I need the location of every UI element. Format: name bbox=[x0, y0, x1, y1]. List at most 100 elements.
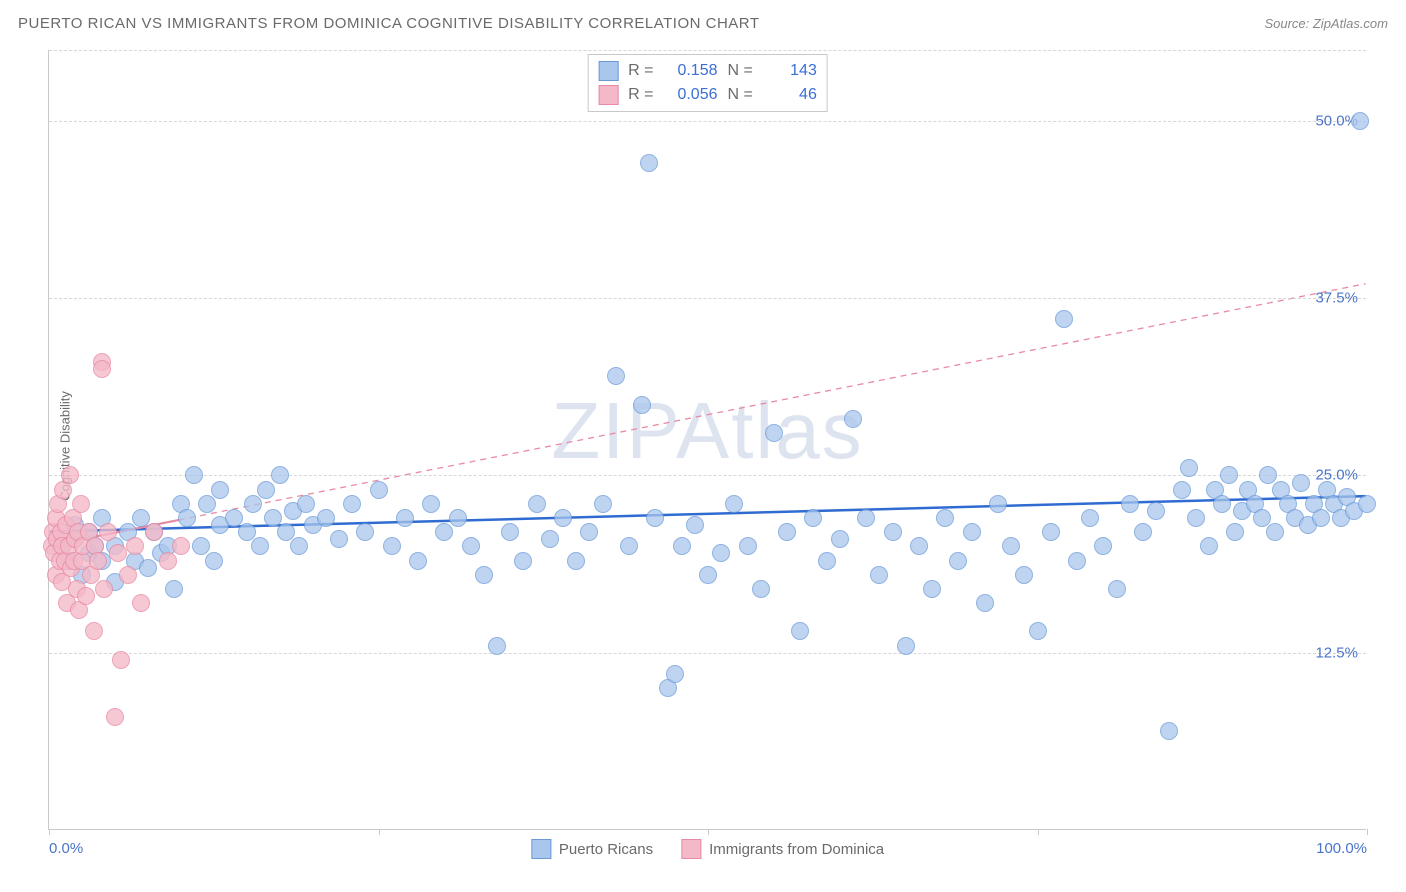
scatter-point bbox=[211, 481, 229, 499]
scatter-point bbox=[791, 622, 809, 640]
scatter-point bbox=[884, 523, 902, 541]
scatter-point bbox=[85, 622, 103, 640]
scatter-point bbox=[666, 665, 684, 683]
stat-r-value-2: 0.056 bbox=[664, 83, 718, 107]
gridline-horizontal bbox=[49, 475, 1366, 476]
stat-r-label-1: R = bbox=[628, 59, 653, 83]
scatter-point bbox=[95, 580, 113, 598]
scatter-point bbox=[409, 552, 427, 570]
scatter-point bbox=[271, 466, 289, 484]
scatter-point bbox=[831, 530, 849, 548]
scatter-point bbox=[277, 523, 295, 541]
scatter-point bbox=[126, 537, 144, 555]
scatter-point bbox=[725, 495, 743, 513]
scatter-point bbox=[1147, 502, 1165, 520]
scatter-point bbox=[1042, 523, 1060, 541]
legend-item-series1: Puerto Ricans bbox=[531, 839, 653, 859]
scatter-point bbox=[541, 530, 559, 548]
scatter-point bbox=[383, 537, 401, 555]
scatter-point bbox=[290, 537, 308, 555]
scatter-point bbox=[192, 537, 210, 555]
xtick bbox=[1038, 829, 1039, 835]
scatter-point bbox=[317, 509, 335, 527]
xtick-label: 100.0% bbox=[1316, 840, 1367, 857]
stats-box: R = 0.158 N = 143 R = 0.056 N = 46 bbox=[587, 54, 828, 112]
ytick-label: 37.5% bbox=[1315, 290, 1358, 307]
scatter-point bbox=[172, 537, 190, 555]
swatch-series2 bbox=[598, 85, 618, 105]
scatter-point bbox=[580, 523, 598, 541]
stat-n-value-2: 46 bbox=[763, 83, 817, 107]
swatch-series1 bbox=[598, 61, 618, 81]
scatter-point bbox=[765, 424, 783, 442]
scatter-point bbox=[1292, 474, 1310, 492]
scatter-point bbox=[297, 495, 315, 513]
scatter-point bbox=[488, 637, 506, 655]
scatter-point bbox=[712, 544, 730, 562]
scatter-point bbox=[646, 509, 664, 527]
scatter-point bbox=[106, 708, 124, 726]
scatter-point bbox=[159, 552, 177, 570]
scatter-point bbox=[132, 594, 150, 612]
legend-item-series2: Immigrants from Dominica bbox=[681, 839, 884, 859]
scatter-point bbox=[251, 537, 269, 555]
gridline-horizontal bbox=[49, 121, 1366, 122]
scatter-point bbox=[1121, 495, 1139, 513]
xtick bbox=[1367, 829, 1368, 835]
chart-title: PUERTO RICAN VS IMMIGRANTS FROM DOMINICA… bbox=[18, 15, 760, 32]
scatter-point bbox=[1187, 509, 1205, 527]
scatter-point bbox=[910, 537, 928, 555]
trendlines-layer bbox=[49, 50, 1366, 829]
scatter-point bbox=[1180, 459, 1198, 477]
scatter-point bbox=[554, 509, 572, 527]
legend: Puerto Ricans Immigrants from Dominica bbox=[531, 839, 884, 859]
stats-row-series2: R = 0.056 N = 46 bbox=[598, 83, 817, 107]
scatter-point bbox=[673, 537, 691, 555]
scatter-point bbox=[949, 552, 967, 570]
xtick bbox=[379, 829, 380, 835]
legend-swatch-series1 bbox=[531, 839, 551, 859]
ytick-label: 12.5% bbox=[1315, 644, 1358, 661]
scatter-point bbox=[686, 516, 704, 534]
scatter-point bbox=[205, 552, 223, 570]
scatter-point bbox=[1081, 509, 1099, 527]
source-prefix: Source: bbox=[1264, 16, 1312, 31]
scatter-point bbox=[1259, 466, 1277, 484]
gridline-horizontal bbox=[49, 50, 1366, 51]
scatter-point bbox=[99, 523, 117, 541]
scatter-point bbox=[238, 523, 256, 541]
stat-n-value-1: 143 bbox=[763, 59, 817, 83]
scatter-point bbox=[356, 523, 374, 541]
scatter-point bbox=[1108, 580, 1126, 598]
scatter-point bbox=[1358, 495, 1376, 513]
scatter-point bbox=[77, 587, 95, 605]
scatter-point bbox=[1134, 523, 1152, 541]
scatter-plot: ZIPAtlas R = 0.158 N = 143 R = 0.056 N =… bbox=[48, 50, 1366, 830]
scatter-point bbox=[778, 523, 796, 541]
scatter-point bbox=[330, 530, 348, 548]
scatter-point bbox=[1266, 523, 1284, 541]
scatter-point bbox=[1015, 566, 1033, 584]
scatter-point bbox=[1068, 552, 1086, 570]
scatter-point bbox=[1160, 722, 1178, 740]
scatter-point bbox=[1002, 537, 1020, 555]
scatter-point bbox=[976, 594, 994, 612]
xtick bbox=[708, 829, 709, 835]
scatter-point bbox=[370, 481, 388, 499]
legend-label-series2: Immigrants from Dominica bbox=[709, 841, 884, 858]
scatter-point bbox=[185, 466, 203, 484]
scatter-point bbox=[699, 566, 717, 584]
chart-source: Source: ZipAtlas.com bbox=[1264, 16, 1388, 31]
scatter-point bbox=[567, 552, 585, 570]
scatter-point bbox=[1029, 622, 1047, 640]
scatter-point bbox=[1253, 509, 1271, 527]
scatter-point bbox=[396, 509, 414, 527]
scatter-point bbox=[72, 495, 90, 513]
scatter-point bbox=[449, 509, 467, 527]
scatter-point bbox=[264, 509, 282, 527]
scatter-point bbox=[119, 566, 137, 584]
scatter-point bbox=[514, 552, 532, 570]
legend-label-series1: Puerto Ricans bbox=[559, 841, 653, 858]
scatter-point bbox=[1055, 310, 1073, 328]
xtick-label: 0.0% bbox=[49, 840, 83, 857]
